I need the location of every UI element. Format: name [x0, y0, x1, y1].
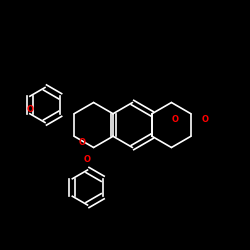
Text: O: O — [26, 106, 34, 114]
Text: O: O — [79, 138, 86, 147]
Text: O: O — [202, 116, 208, 124]
Text: O: O — [84, 156, 91, 164]
Text: O: O — [172, 116, 178, 124]
